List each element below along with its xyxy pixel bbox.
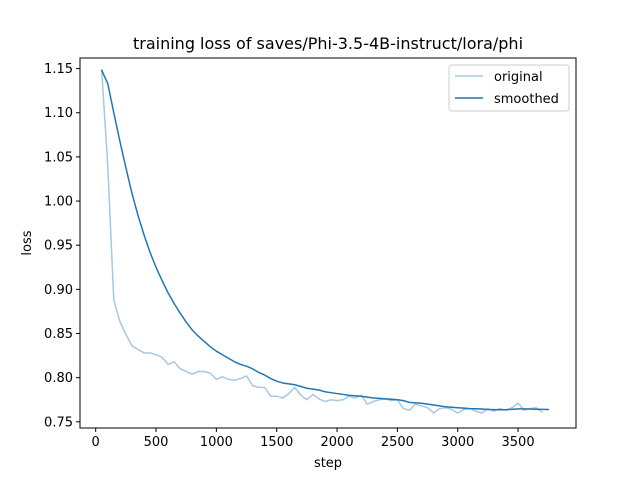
legend-label-original: original — [494, 70, 543, 85]
y-tick-label: 1.05 — [44, 150, 73, 165]
y-tick-label: 0.85 — [44, 327, 73, 342]
x-axis: 0 500 1000 1500 2000 2500 3000 3500 — [92, 428, 535, 450]
y-axis: 0.75 0.80 0.85 0.90 0.95 1.00 1.05 1.10 1.15 — [44, 62, 80, 430]
y-tick-label: 0.90 — [44, 283, 73, 298]
y-axis-label: loss — [20, 230, 35, 255]
x-tick-label: 0 — [92, 435, 100, 450]
chart-title: training loss of saves/Phi-3.5-4B-instru… — [133, 34, 523, 53]
x-tick-label: 2000 — [321, 435, 354, 450]
y-tick-label: 0.95 — [44, 239, 73, 254]
x-tick-label: 1500 — [260, 435, 293, 450]
x-tick-label: 3500 — [502, 435, 535, 450]
legend: original smoothed — [448, 64, 570, 112]
x-tick-label: 3000 — [441, 435, 474, 450]
plot-background — [80, 58, 576, 428]
legend-label-smoothed: smoothed — [494, 92, 559, 107]
x-tick-label: 1000 — [200, 435, 233, 450]
series-layer — [100, 69, 550, 414]
y-tick-label: 1.10 — [44, 106, 73, 121]
y-tick-label: 1.00 — [44, 195, 73, 210]
plot-area — [79, 57, 577, 429]
x-tick-label: 2500 — [381, 435, 414, 450]
plot-frame — [79, 57, 577, 429]
x-tick-label: 500 — [144, 435, 169, 450]
y-tick-label: 0.75 — [44, 415, 73, 430]
y-tick-label: 1.15 — [44, 62, 73, 77]
y-tick-label: 0.80 — [44, 371, 73, 386]
series-line-smoothed — [100, 69, 550, 411]
x-axis-label: step — [314, 456, 342, 471]
